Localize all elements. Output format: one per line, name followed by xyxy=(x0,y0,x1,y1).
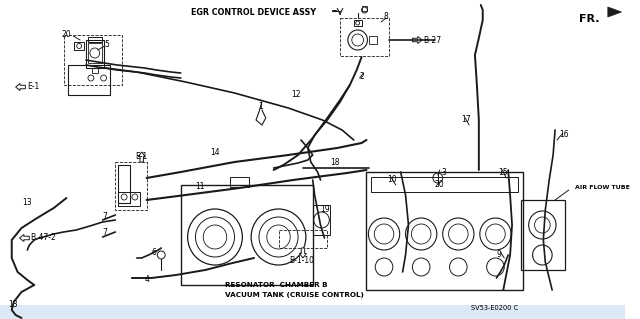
Text: 6: 6 xyxy=(152,248,156,257)
Text: 14: 14 xyxy=(210,148,220,157)
Bar xyxy=(92,68,98,73)
Bar xyxy=(230,177,249,187)
Bar xyxy=(88,43,102,63)
Bar xyxy=(86,40,104,68)
Bar xyxy=(313,205,330,235)
Text: 1: 1 xyxy=(258,102,263,111)
Polygon shape xyxy=(138,152,145,162)
Text: 10: 10 xyxy=(387,175,397,184)
Text: 8: 8 xyxy=(383,12,388,21)
Bar xyxy=(118,192,140,206)
Bar xyxy=(63,35,122,85)
Bar xyxy=(180,185,313,285)
Text: 7: 7 xyxy=(102,212,108,221)
Text: EGR CONTROL DEVICE ASSY: EGR CONTROL DEVICE ASSY xyxy=(191,8,316,17)
Bar xyxy=(74,42,84,50)
Text: E-1: E-1 xyxy=(28,82,40,91)
Bar xyxy=(521,200,565,270)
Polygon shape xyxy=(20,234,29,241)
Polygon shape xyxy=(608,7,621,17)
Text: SV53-E0200 C: SV53-E0200 C xyxy=(471,305,518,311)
Text: B 27: B 27 xyxy=(424,36,441,45)
Bar xyxy=(88,37,102,42)
Text: AIR FLOW TUBE: AIR FLOW TUBE xyxy=(575,185,630,190)
Bar xyxy=(354,20,362,26)
Text: FR.: FR. xyxy=(579,14,599,24)
Text: VACUUM TANK (CRUISE CONTROL): VACUUM TANK (CRUISE CONTROL) xyxy=(225,292,364,298)
Text: 20: 20 xyxy=(435,180,445,189)
Bar xyxy=(371,177,518,192)
Text: 2: 2 xyxy=(360,72,364,81)
Text: E-1: E-1 xyxy=(135,152,147,161)
Bar xyxy=(115,162,147,210)
Text: 20: 20 xyxy=(61,30,71,39)
Text: 17: 17 xyxy=(461,115,471,124)
Bar xyxy=(362,6,367,11)
Bar xyxy=(367,172,523,290)
Text: 3: 3 xyxy=(442,168,447,177)
Polygon shape xyxy=(15,84,26,91)
Text: RESONATOR  CHAMBER B: RESONATOR CHAMBER B xyxy=(225,282,328,288)
Text: 9: 9 xyxy=(497,250,501,259)
Polygon shape xyxy=(412,36,422,43)
Text: 11: 11 xyxy=(195,182,205,191)
Text: B-1-10: B-1-10 xyxy=(289,256,314,265)
Text: 13: 13 xyxy=(8,300,17,309)
Text: 19: 19 xyxy=(321,205,330,214)
Bar xyxy=(118,165,130,203)
Text: 12: 12 xyxy=(291,90,301,99)
Bar xyxy=(0,305,625,319)
Text: 15: 15 xyxy=(499,168,508,177)
Bar xyxy=(369,36,377,44)
Text: B 47-2: B 47-2 xyxy=(31,233,56,242)
Polygon shape xyxy=(300,248,307,258)
Bar xyxy=(340,18,389,56)
Text: 13: 13 xyxy=(22,198,32,207)
Text: 16: 16 xyxy=(559,130,568,139)
Bar xyxy=(278,230,328,248)
Text: 5: 5 xyxy=(104,40,109,49)
Text: 18: 18 xyxy=(330,158,340,167)
Text: 7: 7 xyxy=(102,228,108,237)
Text: 4: 4 xyxy=(145,275,150,284)
